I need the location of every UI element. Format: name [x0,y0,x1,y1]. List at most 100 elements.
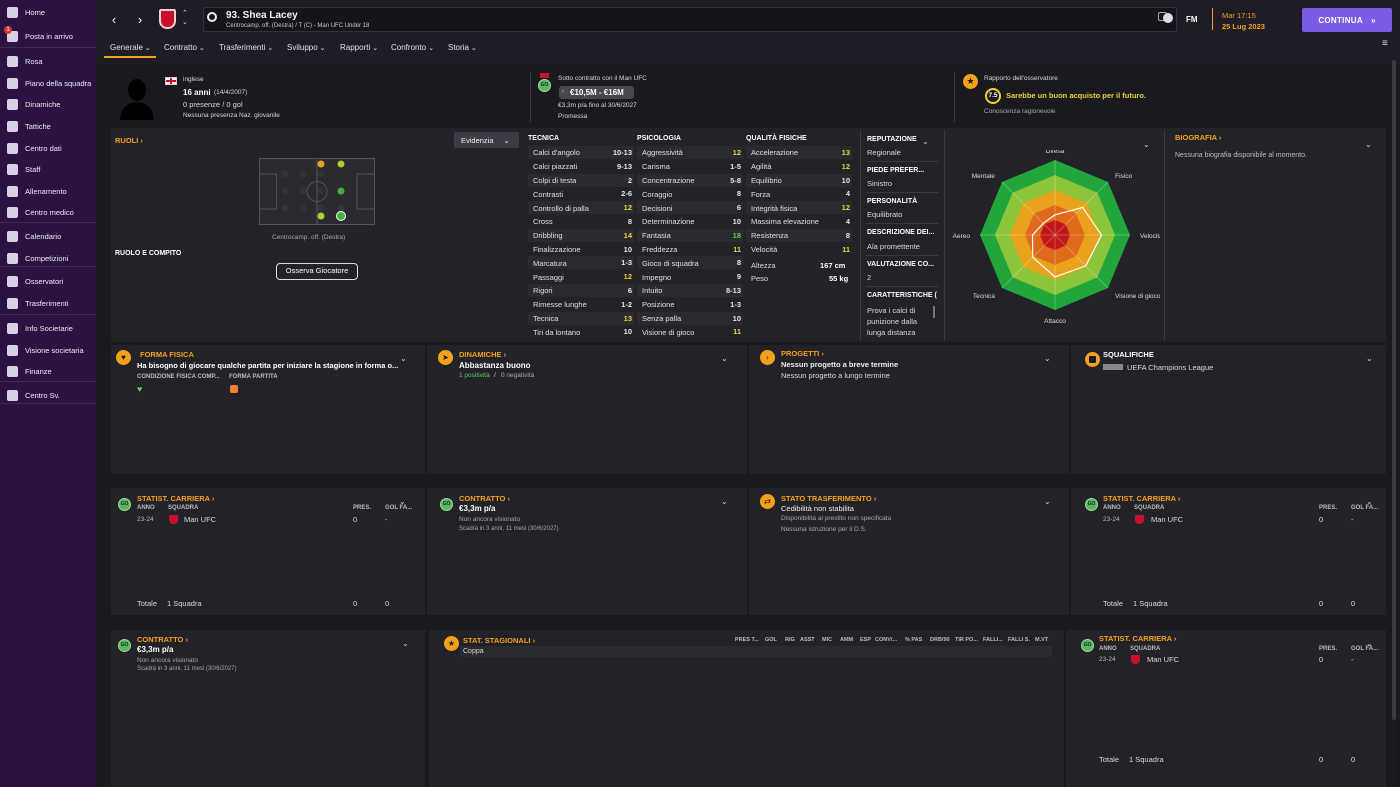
sidebar-item-centro-dati[interactable]: Centro dati [0,138,96,159]
attribute-row[interactable]: Velocità 11 [751,243,850,257]
sidebar-item-info-societarie[interactable]: Info Societarie [0,318,96,339]
attribute-row[interactable]: Dribbling 14 [533,229,632,243]
sidebar-item-competizioni[interactable]: Competizioni [0,248,96,269]
sidebar-item-trasferimenti[interactable]: Trasferimenti [0,293,96,314]
attribute-row[interactable]: Calci d'angolo 10-13 [533,146,632,160]
attribute-row[interactable]: Visione di gioco 11 [642,325,741,339]
chevron-down-icon[interactable]: ⌄ [721,354,728,363]
sidebar-item-visione-societaria[interactable]: Visione societaria [0,340,96,361]
sidebar-item-centro-medico[interactable]: Centro medico [0,202,96,223]
sidebar-item-osservatori[interactable]: Osservatori [0,271,96,292]
sidebar-item-piano-della-squadra[interactable]: Piano della squadra [0,73,96,94]
season-stats-title[interactable]: STAT. STAGIONALI › [463,636,536,645]
attribute-row[interactable]: Posizione 1-3 [642,298,741,312]
chevron-down-icon[interactable]: ⌄ [1365,140,1372,149]
watch-player-button[interactable]: Osserva Giocatore [276,263,358,280]
season-column-header[interactable]: FALLI S. [1008,637,1030,643]
attribute-row[interactable]: Colpi di testa 2 [533,174,632,188]
career-title[interactable]: STATIST. CARRIERA › [1099,634,1177,643]
chevron-down-icon[interactable]: ⌄ [1366,639,1373,648]
attribute-row[interactable]: Intuito 8-13 [642,284,741,298]
season-column-header[interactable]: DRB/90 [930,637,950,643]
back-icon[interactable]: ‹ [111,11,117,27]
attribute-row[interactable]: Fantasia 18 [642,229,741,243]
season-column-header[interactable]: GOL [765,637,777,643]
tab-storia[interactable]: Storia ⌄ [448,43,477,52]
tab-contratto[interactable]: Contratto ⌄ [164,43,205,52]
scrollbar-thumb[interactable] [1392,60,1396,720]
team[interactable]: Man UFC [1147,655,1180,664]
continue-button[interactable]: CONTINUA » [1302,8,1392,32]
club-switch-icon[interactable]: ⌃ ⌄ [182,10,188,26]
season-column-header[interactable]: ASST [800,637,815,643]
season-column-header[interactable]: RIG [785,637,795,643]
chevron-down-icon[interactable]: ⌄ [721,497,728,506]
attribute-row[interactable]: Forza 4 [751,187,850,201]
chevron-down-icon[interactable]: ⌄ [1044,354,1051,363]
season-column-header[interactable]: AMM [840,637,854,643]
sidebar-item-home[interactable]: Home [0,2,96,23]
attribute-row[interactable]: Accelerazione 13 [751,146,850,160]
tab-generale[interactable]: Generale ⌄ [110,43,151,52]
attribute-row[interactable]: Decisioni 6 [642,201,741,215]
sidebar-item-tattiche[interactable]: Tattiche [0,116,96,137]
club-crest-icon[interactable] [159,9,176,29]
chevron-down-icon[interactable]: ⌄ [400,354,407,363]
attribute-row[interactable]: Aggressività 12 [642,146,741,160]
attribute-row[interactable]: Determinazione 10 [642,215,741,229]
forward-icon[interactable]: › [137,11,143,27]
attribute-row[interactable]: Cross 8 [533,215,632,229]
sidebar-item-posta-in-arrivo[interactable]: Posta in arrivo [0,26,96,47]
chevron-down-icon[interactable]: ⌄ [1143,140,1150,149]
transfer-status-title[interactable]: STATO TRASFERIMENTO › [781,494,877,503]
chevron-down-icon[interactable]: ⌄ [1366,354,1373,363]
tab-rapporti[interactable]: Rapporti ⌄ [340,43,378,52]
search-icon[interactable] [207,12,217,22]
career-title[interactable]: STATIST. CARRIERA › [1103,494,1181,503]
sidebar-item-finanze[interactable]: Finanze [0,361,96,382]
team[interactable]: Man UFC [1151,515,1184,524]
sidebar-item-calendario[interactable]: Calendario [0,226,96,247]
season-column-header[interactable]: CONV/... [875,637,898,643]
dynamics-title[interactable]: DINAMICHE › [459,350,507,359]
season-column-header[interactable]: ESP [860,637,872,643]
attribute-row[interactable]: Tecnica 13 [533,312,632,326]
chevron-down-icon[interactable]: ⌄ [399,497,406,506]
season-column-header[interactable]: PRES T... [735,637,759,643]
attribute-row[interactable]: Impegno 9 [642,270,741,284]
attribute-row[interactable]: Massima elevazione 4 [751,215,850,229]
roles-title[interactable]: RUOLI › [115,136,143,145]
highlight-dropdown[interactable]: Evidenzia ⌄ [454,132,519,148]
skull-icon[interactable] [1163,13,1173,23]
team[interactable]: Man UFC [184,515,217,524]
tab-confronto[interactable]: Confronto ⌄ [391,43,434,52]
tab-sviluppo[interactable]: Sviluppo ⌄ [287,43,326,52]
attribute-row[interactable]: Concentrazione 5-8 [642,174,741,188]
contract-title[interactable]: CONTRATTO › [459,494,510,503]
chevron-down-icon[interactable]: ⌄ [1366,497,1373,506]
bio-title[interactable]: BIOGRAFIA › [1175,133,1222,142]
attribute-row[interactable]: Freddezza 11 [642,243,741,257]
attribute-row[interactable]: Coraggio 8 [642,187,741,201]
season-column-header[interactable]: FALLI... [983,637,1003,643]
sidebar-item-rosa[interactable]: Rosa [0,51,96,72]
chevron-down-icon[interactable]: ⌄ [402,639,409,648]
attribute-row[interactable]: Resistenza 8 [751,229,850,243]
attribute-row[interactable]: Controllo di palla 12 [533,201,632,215]
menu-icon[interactable]: ≡ [1382,38,1388,49]
attribute-row[interactable]: Tiri da lontano 10 [533,325,632,339]
attribute-row[interactable]: Gioco di squadra 8 [642,256,741,270]
attribute-row[interactable]: Contrasti 2-6 [533,187,632,201]
career-title[interactable]: STATIST. CARRIERA › [137,494,215,503]
sidebar-item-allenamento[interactable]: Allenamento [0,181,96,202]
fm-logo[interactable]: FM [1186,15,1198,24]
attribute-row[interactable]: Calci piazzati 9-13 [533,160,632,174]
chevron-down-icon[interactable]: ⌄ [1044,497,1051,506]
attribute-row[interactable]: Rimesse lunghe 1-2 [533,298,632,312]
attribute-row[interactable]: Finalizzazione 10 [533,243,632,257]
season-column-header[interactable]: MIC [822,637,833,643]
form-title[interactable]: FORMA FISICA [140,350,194,359]
tab-trasferimenti[interactable]: Trasferimenti ⌄ [219,43,273,52]
sidebar-item-staff[interactable]: Staff [0,159,96,180]
chevron-down-icon[interactable]: ⌄ [922,137,929,146]
